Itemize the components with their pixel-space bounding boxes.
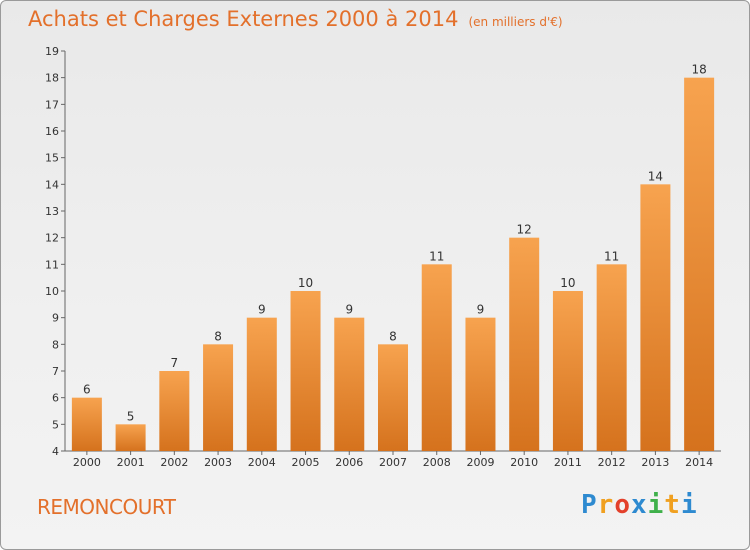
bar-value-label: 10 bbox=[560, 276, 575, 290]
proxiti-logo: Proxiti bbox=[581, 490, 698, 520]
chart-title-text: Achats et Charges Externes 2000 à 2014 bbox=[28, 7, 459, 31]
y-tick-label: 17 bbox=[45, 98, 59, 111]
y-tick-label: 13 bbox=[45, 205, 59, 218]
x-tick-label: 2011 bbox=[554, 456, 582, 469]
bar-value-label: 11 bbox=[604, 249, 619, 263]
x-tick-label: 2014 bbox=[685, 456, 713, 469]
y-tick-label: 15 bbox=[45, 152, 59, 165]
y-tick-label: 4 bbox=[52, 445, 59, 458]
bar bbox=[115, 424, 146, 451]
bar-value-label: 10 bbox=[298, 276, 313, 290]
y-tick-label: 14 bbox=[45, 178, 59, 191]
y-tick-label: 19 bbox=[45, 45, 59, 58]
y-tick-label: 18 bbox=[45, 72, 59, 85]
bar bbox=[552, 291, 583, 451]
y-tick-label: 10 bbox=[45, 285, 59, 298]
bar-value-label: 12 bbox=[517, 223, 532, 237]
bar bbox=[246, 317, 277, 451]
commune-name: REMONCOURT bbox=[37, 495, 176, 519]
bar-value-label: 6 bbox=[83, 383, 91, 397]
bar-value-label: 11 bbox=[429, 249, 444, 263]
x-tick-label: 2003 bbox=[204, 456, 232, 469]
bar bbox=[334, 317, 365, 451]
x-tick-label: 2002 bbox=[160, 456, 188, 469]
bar bbox=[71, 397, 102, 451]
bar-value-label: 9 bbox=[345, 303, 353, 317]
logo-letter: r bbox=[597, 490, 615, 520]
y-tick-label: 12 bbox=[45, 232, 59, 245]
y-tick-label: 11 bbox=[45, 258, 59, 271]
y-tick-label: 5 bbox=[52, 418, 59, 431]
bar bbox=[378, 344, 408, 451]
y-tick-label: 6 bbox=[52, 392, 59, 405]
x-tick-label: 2012 bbox=[598, 456, 626, 469]
logo-letter: i bbox=[680, 490, 698, 520]
bar bbox=[465, 317, 496, 451]
logo-letter: i bbox=[647, 490, 665, 520]
x-tick-label: 2008 bbox=[423, 456, 451, 469]
x-tick-label: 2009 bbox=[466, 456, 494, 469]
chart-unit: (en milliers d'€) bbox=[468, 15, 563, 29]
bar bbox=[203, 344, 234, 451]
bar bbox=[640, 184, 671, 452]
bar-value-label: 8 bbox=[214, 329, 222, 343]
bar-value-label: 18 bbox=[691, 63, 706, 77]
bar-value-label: 7 bbox=[171, 356, 179, 370]
x-tick-label: 2010 bbox=[510, 456, 538, 469]
bar-value-label: 14 bbox=[648, 169, 663, 183]
chart-title: Achats et Charges Externes 2000 à 2014 (e… bbox=[28, 7, 563, 31]
y-tick-label: 8 bbox=[52, 338, 59, 351]
bar bbox=[509, 237, 540, 451]
x-tick-label: 2001 bbox=[117, 456, 145, 469]
y-tick-label: 7 bbox=[52, 365, 59, 378]
x-tick-label: 2005 bbox=[292, 456, 320, 469]
logo-letter: o bbox=[614, 490, 631, 520]
bar bbox=[159, 371, 190, 451]
logo-letter: t bbox=[664, 490, 681, 520]
bar-value-label: 9 bbox=[477, 303, 485, 317]
bar bbox=[421, 264, 452, 451]
logo-letter: x bbox=[630, 490, 648, 520]
logo-letter: P bbox=[581, 490, 598, 520]
bar-value-label: 8 bbox=[389, 329, 397, 343]
y-tick-label: 9 bbox=[52, 312, 59, 325]
bar-value-label: 5 bbox=[127, 409, 135, 423]
x-tick-label: 2013 bbox=[641, 456, 669, 469]
y-tick-label: 16 bbox=[45, 125, 59, 138]
x-tick-label: 2006 bbox=[335, 456, 363, 469]
bar bbox=[290, 291, 321, 451]
bar-value-label: 9 bbox=[258, 303, 266, 317]
x-tick-label: 2000 bbox=[73, 456, 101, 469]
bar bbox=[684, 77, 715, 452]
bar bbox=[596, 264, 627, 451]
x-tick-label: 2007 bbox=[379, 456, 407, 469]
x-tick-label: 2004 bbox=[248, 456, 276, 469]
